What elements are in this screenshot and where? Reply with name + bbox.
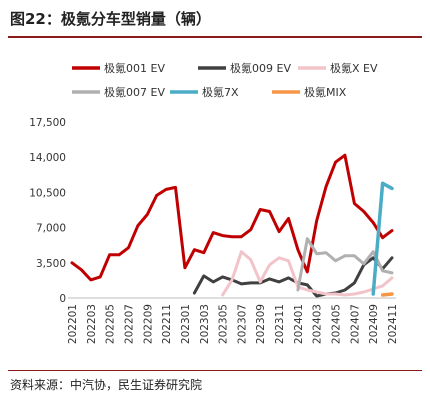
x-tick-label: 202203 — [86, 304, 98, 344]
y-tick-label: 0 — [59, 293, 66, 305]
x-axis: 202201 202203 202205 202207 202209 202211 2023… — [67, 297, 399, 344]
x-tick-label: 202307 — [236, 304, 248, 344]
legend-label: 极氪007 EV — [104, 85, 165, 99]
legend-label: 极氪MIX — [304, 85, 347, 99]
x-tick-label: 202209 — [142, 304, 154, 344]
plot-area — [70, 153, 394, 298]
x-tick-label: 202211 — [161, 304, 173, 344]
x-tick-label: 202205 — [105, 304, 117, 344]
x-tick-label: 202201 — [67, 304, 79, 344]
x-tick-label: 202207 — [123, 304, 135, 344]
x-tick-label: 202311 — [274, 304, 286, 344]
series-line-0 — [70, 153, 394, 282]
series-line-1 — [192, 256, 394, 298]
series-line-5 — [380, 292, 394, 297]
chart-legend: 极氪001 EV 极氪009 EV 极氪X EV 极氪007 EV 极氪7X 极氪MIX — [72, 61, 378, 99]
x-tick-label: 202409 — [368, 304, 380, 344]
y-tick-label: 3,500 — [36, 258, 66, 270]
y-tick-label: 7,000 — [36, 223, 66, 235]
x-tick-label: 202405 — [331, 304, 343, 344]
source-rule — [8, 370, 422, 371]
legend-label: 极氪001 EV — [104, 61, 165, 75]
source-note: 资料来源：中汽协，民生证券研究院 — [10, 378, 203, 392]
y-axis: 0 3,500 7,000 10,500 14,000 17,500 — [29, 117, 66, 305]
x-tick-label: 202303 — [199, 304, 211, 344]
x-tick-label: 202301 — [180, 304, 192, 344]
x-tick-label: 202305 — [218, 304, 230, 344]
series-line-2 — [221, 250, 394, 297]
x-tick-label: 202411 — [387, 304, 399, 344]
y-tick-label: 14,000 — [29, 152, 66, 164]
page-title: 图22：极氪分车型销量（辆） — [10, 10, 211, 28]
y-tick-label: 17,500 — [29, 117, 66, 129]
x-tick-label: 202403 — [312, 304, 324, 344]
legend-label: 极氪7X — [202, 85, 239, 99]
title-rule — [8, 36, 422, 38]
legend-label: 极氪009 EV — [230, 61, 291, 75]
x-tick-label: 202407 — [349, 304, 361, 344]
x-tick-label: 202309 — [255, 304, 267, 344]
legend-label: 极氪X EV — [330, 61, 378, 75]
series-line-4 — [371, 181, 394, 296]
y-tick-label: 10,500 — [29, 187, 66, 199]
x-tick-label: 202401 — [293, 304, 305, 344]
